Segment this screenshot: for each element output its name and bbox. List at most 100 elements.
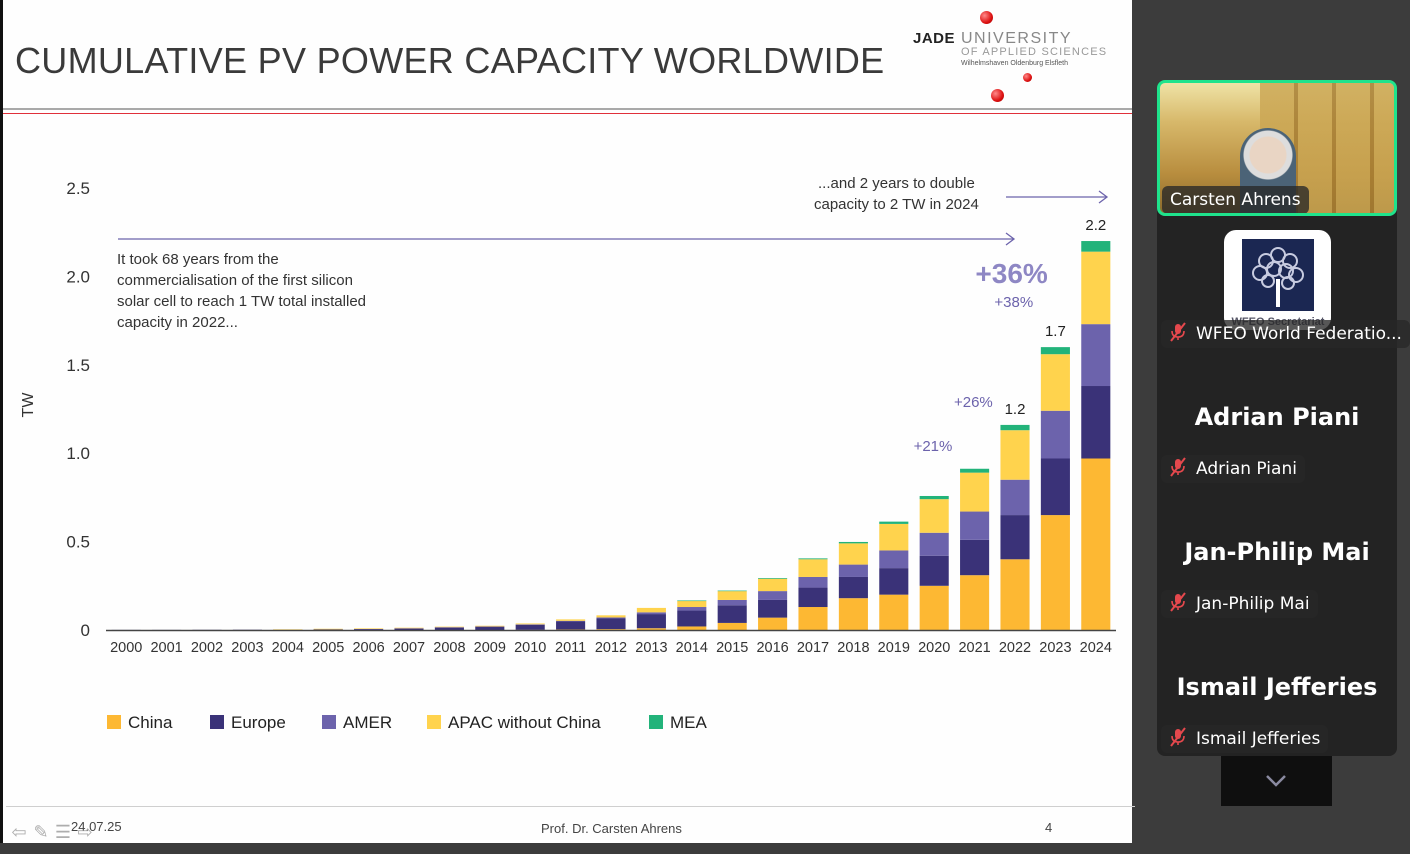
bar-segment-mea [1000,424,1030,431]
annotation-left-line: It took 68 years from the [117,251,279,268]
bar-segment-europe [394,628,424,630]
bar-segment-apac-without-china [1040,354,1070,411]
pen-icon[interactable]: ✎ [33,822,49,842]
y-tick-label: 1.5 [66,356,90,375]
bar-segment-amer [1000,479,1030,516]
bar-segment-mea [798,558,828,560]
bar-segment-china [1081,458,1111,630]
bar-segment-china [717,622,747,630]
bar-segment-mea [677,600,707,602]
legend-swatch [107,715,121,729]
logo-ball-icon [991,89,1004,102]
bar-total-label: 2.2 [1085,217,1106,234]
bar-segment-amer [434,627,464,628]
y-tick-label: 2.5 [66,179,90,198]
bar-segment-apac-without-china [1000,430,1030,480]
bar-total-label: 1.2 [1005,401,1026,418]
bar-segment-apac-without-china [354,628,384,630]
muted-mic-icon [1169,592,1187,612]
growth-label: +21% [914,438,953,455]
bar-segment-europe [556,621,586,630]
bar-segment-europe [758,599,788,618]
bar-segment-china [636,628,666,630]
bar-segment-apac-without-china [758,578,788,592]
legend-swatch [427,715,441,729]
bar-segment-apac-without-china [313,628,343,630]
bar-segment-europe [838,576,868,599]
bar-segment-mea [1040,347,1070,355]
x-tick-label: 2004 [272,640,304,656]
x-tick-label: 2020 [918,640,950,656]
window-edge [0,0,3,854]
bar-segment-amer [596,617,626,619]
legend-label: China [128,713,173,732]
chart-canvas: 0 0.5 1.0 1.5 2.0 2.5 TW 2000 2001 2002 2003 2004 20… [20,179,1116,732]
bar-segment-amer [313,629,343,630]
footer-page-number: 4 [1045,820,1053,835]
y-axis-label: TW [20,392,37,418]
bar-segment-europe [677,610,707,627]
x-tick-label: 2017 [797,640,829,656]
bar-segment-europe [434,627,464,630]
bar-segment-europe [1040,458,1070,516]
bar-segment-apac-without-china [394,627,424,629]
x-tick-label: 2018 [837,640,869,656]
bar-segment-amer [838,564,868,577]
arrow-right-icon[interactable]: ⇨ [77,822,93,842]
bar-segment-amer [798,576,828,588]
annotation-left-line: solar cell to reach 1 TW total installed [117,293,367,310]
presentation-slide: CUMULATIVE PV POWER CAPACITY WORLDWIDE J… [3,0,1135,843]
x-tick-label: 2023 [1039,640,1071,656]
x-tick-label: 2012 [595,640,627,656]
x-tick-label: 2011 [555,640,586,656]
y-tick-label: 0 [81,621,90,640]
arrow-left-icon[interactable]: ⇦ [11,822,27,842]
bar-segment-apac-without-china [919,499,949,533]
logo-ball-icon [1023,73,1032,82]
bar-segment-apac-without-china [273,629,303,630]
bar-segment-mea [960,468,990,473]
participant-name: Jan-Philip Mai [1196,594,1310,614]
bar-segment-china [960,575,990,630]
bar-segment-china [798,607,828,630]
wfeo-avatar: WFEO Secretariat [1224,230,1331,330]
y-tick-label: 0.5 [66,533,90,552]
scroll-down-button[interactable] [1221,756,1332,806]
y-tick-label: 1.0 [66,444,90,463]
x-tick-label: 2024 [1080,640,1112,656]
participant-name-tag[interactable]: Ismail Jefferies [1161,725,1329,753]
bar-segment-europe [798,587,828,608]
muted-mic-icon [1169,727,1187,747]
bar-segment-europe [596,618,626,630]
participant-name-tag[interactable]: Adrian Piani [1161,455,1305,483]
x-tick-label: 2007 [393,640,425,656]
participant-name-tag: Carsten Ahrens [1162,186,1309,213]
annotation-right-line: ...and 2 years to double [818,175,975,192]
muted-mic-icon [1169,457,1187,477]
y-tick-label: 2.0 [66,267,90,286]
growth-label: +36% [975,258,1047,289]
growth-label: +26% [954,394,993,411]
x-tick-label: 2016 [756,640,788,656]
menu-icon[interactable]: ☰ [54,822,72,842]
bar-segment-mea [758,578,788,579]
bar-segment-china [838,598,868,630]
logo-subtitle: OF APPLIED SCIENCES [961,46,1108,58]
university-logo: JADE UNIVERSITY OF APPLIED SCIENCES Wilh… [908,8,1108,108]
participant-name-tag[interactable]: Jan-Philip Mai [1161,590,1318,618]
footer-divider [6,806,1135,807]
slide-title: CUMULATIVE PV POWER CAPACITY WORLDWIDE [15,40,885,81]
participant-name-tag[interactable]: WFEO World Federatio... [1161,320,1410,348]
x-tick-label: 2019 [878,640,910,656]
x-tick-label: 2015 [716,640,748,656]
participant-tile-carsten-ahrens[interactable]: Carsten Ahrens [1157,80,1397,216]
x-tick-label: 2001 [150,640,182,656]
arrow-2-years-head-icon [1098,190,1109,204]
slideshow-nav-toolbar: ⇦ ✎ ☰ ⇨ [9,822,95,842]
x-tick-label: 2005 [312,640,344,656]
pv-capacity-chart: 0 0.5 1.0 1.5 2.0 2.5 TW 2000 2001 2002 2003 2004 20… [6,150,1135,750]
bar-segment-europe [879,568,909,595]
footer-author: Prof. Dr. Carsten Ahrens [541,821,682,836]
x-tick-label: 2000 [110,640,142,656]
bar-segment-mea [919,495,949,500]
